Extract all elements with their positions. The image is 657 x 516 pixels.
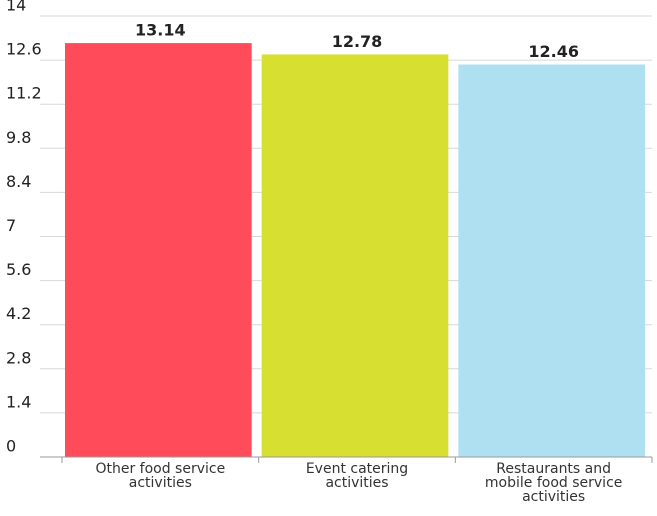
data-label: 12.78 <box>332 32 383 51</box>
y-tick-label: 1.4 <box>6 392 31 411</box>
x-tick-label: Restaurants and mobile food service acti… <box>484 461 623 505</box>
x-tick-label: Other food service activities <box>95 461 226 491</box>
y-tick-label: 8.4 <box>6 172 31 191</box>
bar <box>261 54 449 458</box>
y-tick-label: 0 <box>6 437 16 456</box>
y-tick-label: 11.2 <box>6 84 42 103</box>
y-tick-label: 14 <box>6 0 26 15</box>
y-tick-label: 4.2 <box>6 304 31 323</box>
bar <box>458 64 645 457</box>
y-tick-label: 7 <box>6 216 16 235</box>
y-tick-label: 5.6 <box>6 260 31 279</box>
y-tick-label: 2.8 <box>6 348 31 367</box>
data-label: 12.46 <box>528 42 579 61</box>
y-tick-label: 9.8 <box>6 128 31 147</box>
bar <box>65 43 252 458</box>
data-label: 13.14 <box>135 21 186 40</box>
x-tick-label: Event catering activities <box>305 461 409 491</box>
y-tick-label: 12.6 <box>6 40 42 59</box>
